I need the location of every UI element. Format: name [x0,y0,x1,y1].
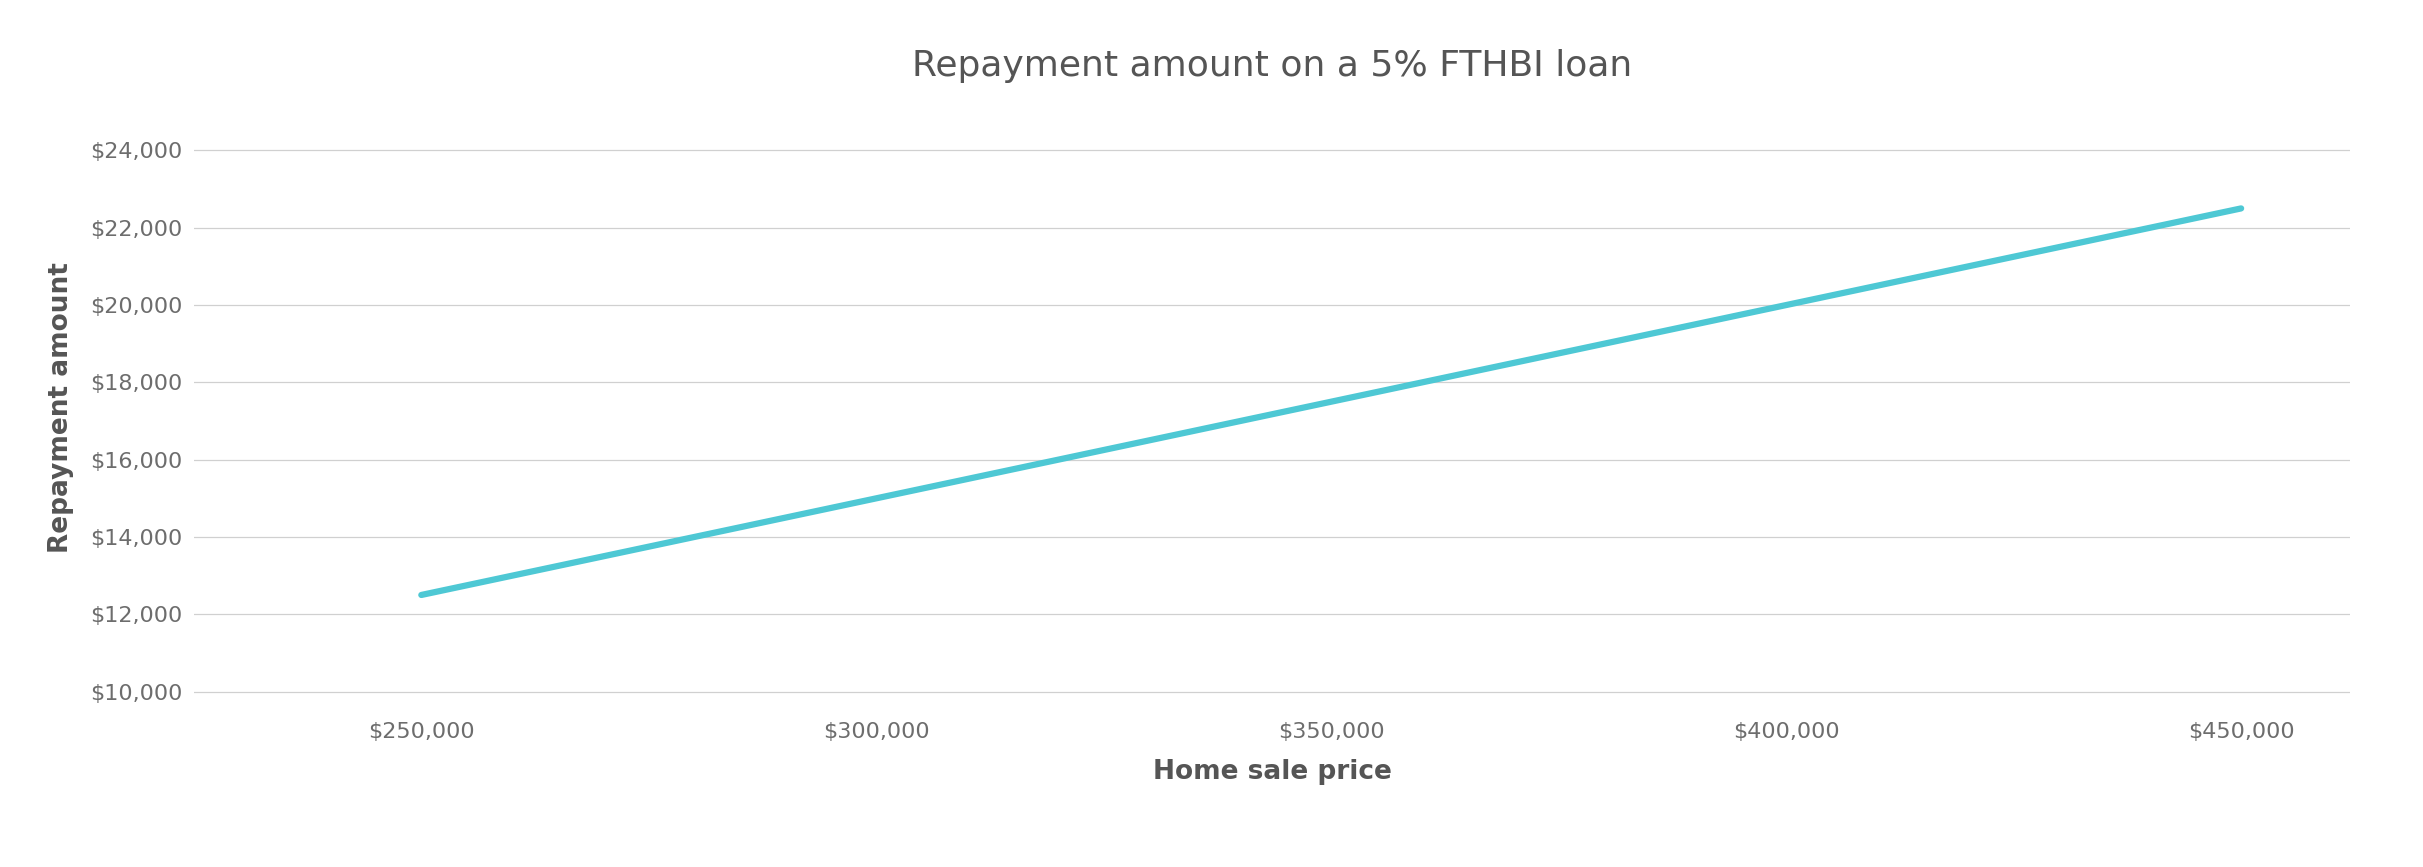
Y-axis label: Repayment amount: Repayment amount [48,262,73,553]
Title: Repayment amount on a 5% FTHBI loan: Repayment amount on a 5% FTHBI loan [911,49,1633,83]
X-axis label: Home sale price: Home sale price [1153,759,1391,785]
